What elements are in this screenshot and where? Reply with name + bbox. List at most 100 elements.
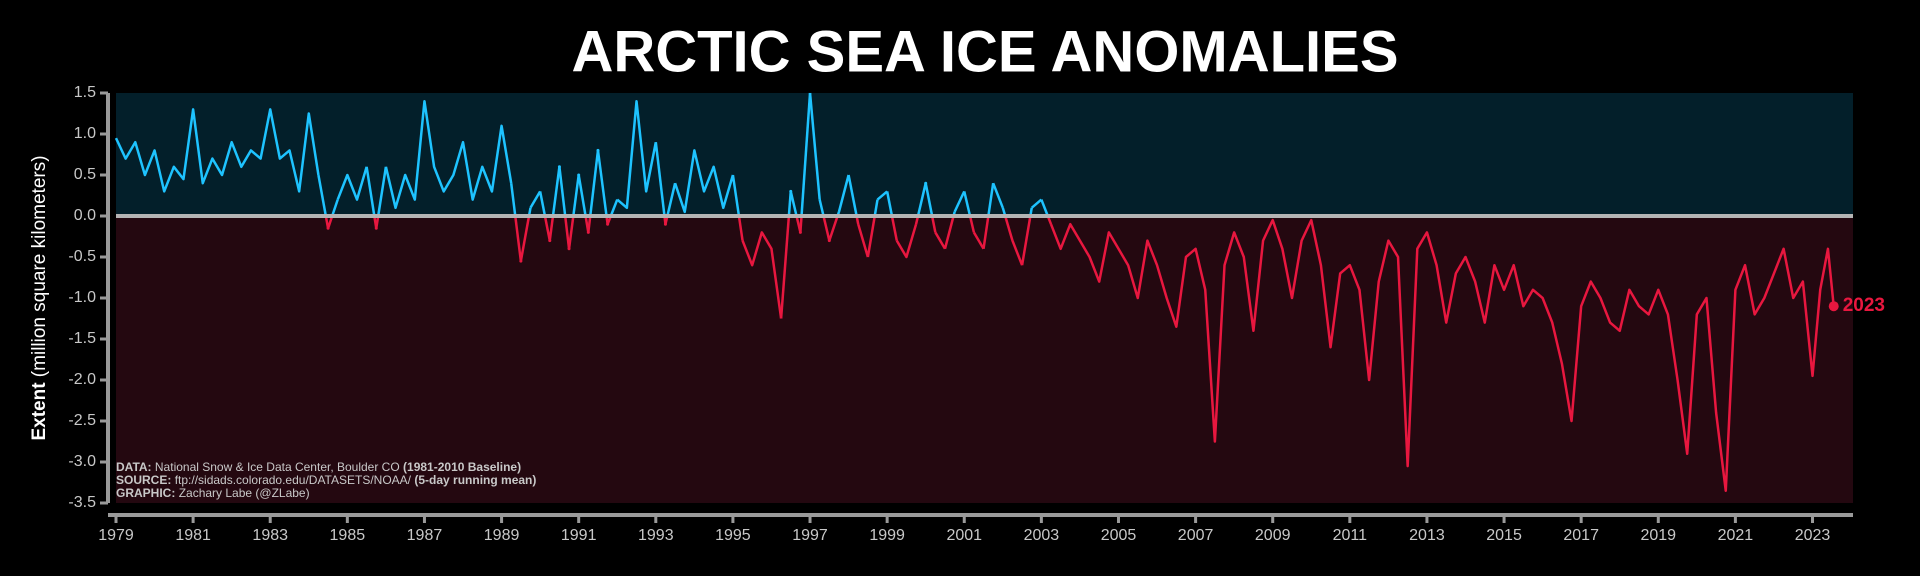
end-label: 2023	[1843, 295, 1885, 316]
line-connector	[1020, 215, 1032, 266]
anomaly-line	[384, 99, 513, 210]
x-tick-label: 2017	[1563, 527, 1599, 544]
line-connector	[828, 215, 839, 241]
y-tick-label: -2.0	[68, 371, 96, 388]
anomaly-line	[857, 223, 870, 258]
y-tick-label: 1.0	[74, 125, 96, 142]
x-tick-label: 2021	[1718, 527, 1754, 544]
anomaly-line	[876, 190, 888, 201]
x-tick-label: 2005	[1101, 527, 1137, 544]
line-connector	[558, 166, 567, 217]
line-connector-end	[916, 182, 927, 217]
line-point	[557, 165, 561, 169]
x-tick-label: 1983	[252, 527, 288, 544]
x-tick-label: 2003	[1024, 527, 1060, 544]
line-connector	[519, 215, 531, 262]
annotation-text: ftp://sidads.colorado.edu/DATASETS/NOAA/	[175, 473, 412, 487]
y-tick-label: 0.0	[74, 207, 96, 224]
line-connector	[924, 182, 934, 217]
line-connector-end	[331, 199, 339, 217]
anomaly-line	[1030, 198, 1043, 209]
x-tick-label: 1997	[792, 527, 828, 544]
line-connector	[943, 215, 955, 250]
x-tick-label: 2007	[1178, 527, 1214, 544]
anomaly-line	[972, 231, 985, 250]
anomaly-line	[837, 174, 850, 213]
x-tick-label: 1987	[407, 527, 443, 544]
line-connector	[731, 174, 741, 217]
line-connector-end	[822, 215, 831, 241]
negative-background	[116, 216, 1853, 503]
anomaly-line	[1049, 218, 1835, 492]
line-connector	[548, 215, 555, 241]
y-tick-label: -3.5	[68, 494, 96, 511]
anomaly-line	[895, 223, 918, 259]
line-connector-end	[800, 92, 812, 217]
y-tick-label: -0.5	[68, 248, 96, 265]
line-connector-end	[737, 215, 744, 241]
annotation: GRAPHIC: Zachary Labe (@ZLabe)	[116, 486, 310, 500]
line-connector-end	[514, 215, 523, 262]
line-connector	[1040, 199, 1049, 217]
x-tick-label: 1995	[715, 527, 751, 544]
line-point	[374, 226, 378, 230]
line-connector-end	[666, 182, 677, 217]
line-point	[663, 222, 667, 226]
y-tick-label: -2.5	[68, 412, 96, 429]
anomaly-line	[114, 108, 320, 193]
line-point	[577, 173, 581, 177]
annotation-label: GRAPHIC:	[116, 486, 175, 500]
anomaly-line	[616, 99, 658, 210]
anomaly-line	[992, 182, 1004, 209]
line-connector	[317, 174, 328, 217]
line-connector	[375, 215, 380, 229]
end-point	[1828, 301, 1839, 312]
line-point	[548, 239, 552, 243]
line-point	[606, 222, 610, 226]
line-connector-end	[589, 150, 600, 217]
x-tick-label: 2015	[1486, 527, 1522, 544]
line-point	[519, 259, 523, 263]
line-connector-end	[930, 215, 937, 233]
anomaly-line	[741, 231, 783, 319]
anomaly-line	[673, 149, 735, 214]
anomaly-line	[953, 190, 966, 213]
line-connector	[538, 191, 547, 217]
x-tick-label: 2009	[1255, 527, 1291, 544]
line-connector-end	[873, 199, 879, 217]
y-axis-label-units: (million square kilometers)	[29, 155, 50, 377]
line-point	[789, 189, 793, 193]
x-tick-label: 2011	[1333, 527, 1368, 544]
x-tick-label: 1981	[175, 527, 211, 544]
annotation-label: DATA:	[116, 460, 152, 474]
line-point	[586, 230, 590, 234]
line-connector-end	[563, 215, 571, 249]
x-tick-label: 2019	[1640, 527, 1676, 544]
line-connector-end	[890, 215, 899, 241]
line-connector	[577, 174, 587, 217]
line-point	[326, 226, 330, 230]
x-tick-label: 2001	[946, 527, 982, 544]
line-connector	[587, 215, 592, 233]
anomaly-line	[808, 92, 821, 200]
line-connector	[596, 150, 608, 217]
line-point	[567, 247, 571, 251]
annotation: DATA: National Snow & Ice Data Center, B…	[116, 460, 521, 474]
line-point	[798, 230, 802, 234]
annotation: SOURCE: ftp://sidads.colorado.edu/DATASE…	[116, 473, 536, 487]
line-connector	[847, 174, 858, 217]
x-tick-label: 1993	[638, 527, 674, 544]
annotation-label: SOURCE:	[116, 473, 171, 487]
line-connector-end	[987, 183, 995, 217]
y-tick-label: -3.0	[68, 453, 96, 470]
y-tick-label: -1.5	[68, 330, 96, 347]
y-tick-label: -1.0	[68, 289, 96, 306]
y-axis-label-bold: Extent	[29, 382, 50, 441]
line-point	[596, 148, 600, 152]
line-connector	[818, 199, 825, 217]
line-connector-end	[543, 215, 551, 241]
y-tick-label: 0.5	[74, 166, 96, 183]
positive-background	[116, 93, 1853, 216]
